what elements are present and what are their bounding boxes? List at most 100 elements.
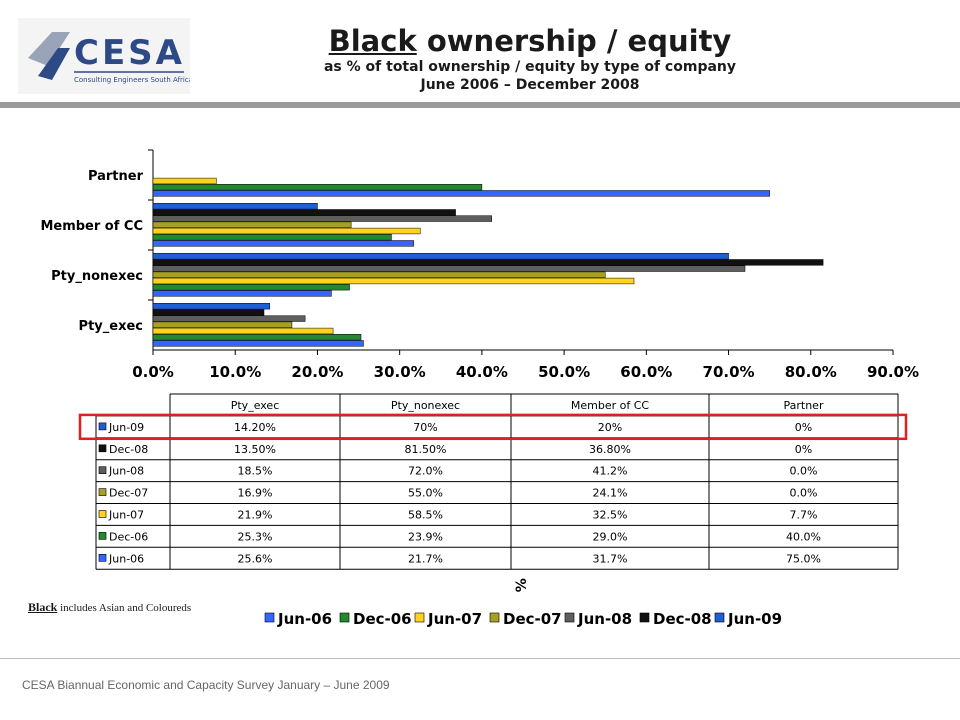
legend-label-dec-07: Dec-07	[503, 610, 562, 628]
footnote-rest: includes Asian and Coloureds	[57, 602, 192, 614]
logo-wing-icon	[28, 32, 70, 66]
bar-dec-08-member-of-cc	[152, 209, 456, 216]
legend-key-jun-08	[564, 612, 575, 623]
y-category-label: Pty_exec	[79, 319, 143, 334]
x-tick-label: 10.0%	[209, 363, 261, 381]
bar-jun-08-pty-exec	[152, 315, 306, 322]
table-cell: 72.0%	[408, 465, 443, 478]
title-block: Black ownership / equity as % of total o…	[230, 24, 830, 94]
x-axis-title: %	[514, 578, 530, 592]
table-cell: 16.9%	[238, 487, 273, 500]
x-tick-label: 20.0%	[291, 363, 343, 381]
table-cell: 36.80%	[589, 443, 631, 456]
legend-label-jun-06: Jun-06	[277, 610, 332, 628]
table-cell: 31.7%	[593, 552, 628, 565]
table-cell: 13.50%	[234, 443, 276, 456]
bar-jun-09-member-of-cc	[152, 203, 318, 210]
table-row-label: Dec-08	[109, 443, 148, 456]
table-row-label: Jun-08	[108, 465, 144, 478]
bar-dec-06-member-of-cc	[152, 234, 392, 241]
y-category-label: Member of CC	[40, 219, 143, 234]
page-period: June 2006 – December 2008	[420, 77, 640, 93]
x-tick-label: 80.0%	[785, 363, 837, 381]
bar-dec-06-partner	[152, 184, 483, 191]
bar-dec-06-pty-exec	[152, 334, 362, 341]
table-cell: 58.5%	[408, 509, 443, 522]
bar-dec-06-pty-nonexec	[152, 284, 350, 291]
table-cell: 7.7%	[790, 509, 818, 522]
cesa-logo: CESA Consulting Engineers South Africa	[18, 18, 193, 94]
table-cell: 24.1%	[593, 487, 628, 500]
bar-dec-08-pty-exec	[152, 309, 265, 316]
bar-jun-07-pty-exec	[152, 327, 334, 335]
legend-label-dec-08: Dec-08	[653, 610, 712, 628]
header-divider	[0, 102, 960, 108]
table-legend-key	[98, 488, 107, 496]
table-cell: 18.5%	[238, 465, 273, 478]
bar-dec-07-pty-exec	[152, 321, 293, 328]
logo-graphic: CESA Consulting Engineers South Africa	[18, 18, 193, 94]
legend-label-jun-08: Jun-08	[577, 610, 632, 628]
table-cell: 20%	[598, 421, 622, 434]
table-header-cell: Partner	[784, 399, 824, 412]
bar-jun-07-member-of-cc	[152, 227, 421, 235]
table-row-label: Dec-06	[109, 530, 148, 543]
bar-jun-06-partner	[152, 190, 770, 197]
table-row-label: Jun-09	[108, 421, 144, 434]
table-row-label: Jun-07	[108, 509, 144, 522]
table-cell: 21.7%	[408, 552, 443, 565]
legend-key-dec-07	[489, 612, 500, 623]
bar-jun-06-member-of-cc	[152, 240, 414, 247]
legend-label-jun-09: Jun-09	[727, 610, 782, 628]
x-tick-label: 30.0%	[374, 363, 426, 381]
table-row-label: Jun-06	[108, 552, 144, 565]
legend-key-jun-07	[414, 612, 425, 623]
bar-jun-06-pty-nonexec	[152, 290, 332, 297]
table-cell: 14.20%	[234, 421, 276, 434]
footer-divider	[0, 658, 960, 659]
table-header-cell: Member of CC	[571, 399, 650, 412]
bar-jun-08-pty-nonexec	[152, 265, 746, 272]
footnote: Black includes Asian and Coloureds	[28, 600, 191, 615]
footnote-bold: Black	[28, 600, 58, 614]
table-cell: 55.0%	[408, 487, 443, 500]
ownership-bar-chart: 0.0% 10.0% 20.0% 30.0% 40.0% 50.0% 60.0% 70.0% 8…	[40, 149, 919, 628]
page-title: Black ownership / equity	[230, 24, 830, 58]
legend-label-dec-06: Dec-06	[353, 610, 412, 628]
title-rest: ownership / equity	[416, 24, 732, 58]
bar-jun-08-member-of-cc	[152, 215, 493, 222]
bar-dec-08-pty-nonexec	[152, 259, 824, 266]
bar-jun-07-pty-nonexec	[152, 277, 635, 285]
table-legend-key	[98, 444, 107, 453]
page-subtitle: as % of total ownership / equity by type…	[323, 59, 736, 75]
y-category-label: Partner	[88, 169, 144, 184]
table-cell: 25.3%	[238, 530, 273, 543]
table-cell: 41.2%	[593, 465, 628, 478]
table-cell: 0%	[795, 421, 812, 434]
table-cell: 70%	[413, 421, 437, 434]
table-legend-key	[98, 553, 107, 562]
table-cell: 0%	[795, 443, 812, 456]
title-underlined: Black	[328, 24, 417, 58]
x-tick-label: 70.0%	[703, 363, 755, 381]
table-row-label: Dec-07	[109, 487, 148, 500]
x-tick-label: 60.0%	[620, 363, 672, 381]
table-cell: 21.9%	[238, 509, 273, 522]
x-tick-label: 50.0%	[538, 363, 590, 381]
table-header-cell: Pty_exec	[231, 399, 280, 412]
legend-key-jun-09	[714, 612, 725, 623]
bar-jun-07-partner	[152, 177, 217, 185]
bar-jun-09-pty-nonexec	[152, 253, 729, 260]
bar-jun-09-pty-exec	[152, 303, 271, 310]
bar-jun-06-pty-exec	[152, 340, 364, 347]
table-legend-key	[98, 422, 107, 431]
table-cell: 25.6%	[238, 552, 273, 565]
x-tick-label: 40.0%	[456, 363, 508, 381]
table-header-cell: Pty_nonexec	[391, 399, 460, 412]
y-category-label: Pty_nonexec	[51, 269, 143, 284]
highlight-box	[78, 413, 908, 441]
x-tick-label: 90.0%	[867, 363, 919, 381]
x-tick-label: 0.0%	[132, 363, 174, 381]
legend-label-jun-07: Jun-07	[427, 610, 482, 628]
table-cell: 29.0%	[593, 530, 628, 543]
